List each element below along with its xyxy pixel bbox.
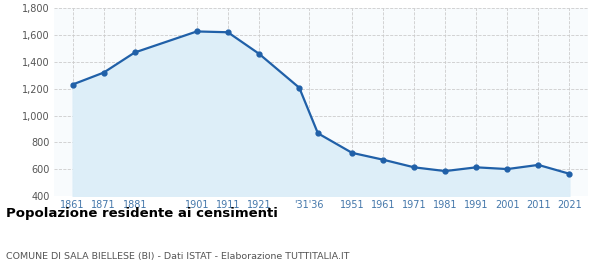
Text: Popolazione residente ai censimenti: Popolazione residente ai censimenti — [6, 207, 278, 220]
Text: COMUNE DI SALA BIELLESE (BI) - Dati ISTAT - Elaborazione TUTTITALIA.IT: COMUNE DI SALA BIELLESE (BI) - Dati ISTA… — [6, 252, 349, 261]
